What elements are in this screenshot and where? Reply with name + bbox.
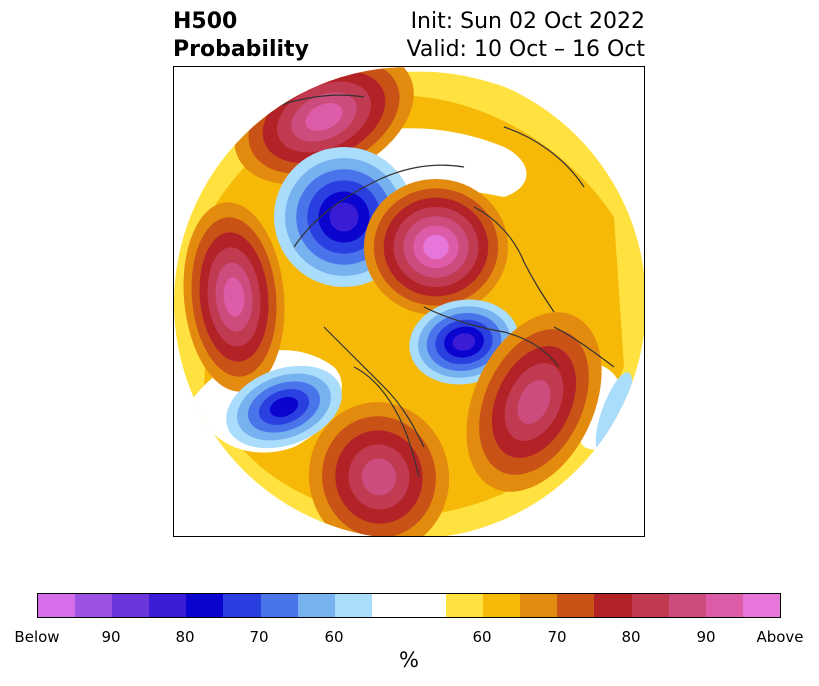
- title-variable: H500: [173, 9, 238, 34]
- coastline: [353, 366, 420, 478]
- colorbar-swatch: [483, 594, 521, 617]
- colorbar-swatch: [520, 594, 558, 617]
- colorbar-swatch: [38, 594, 76, 617]
- colorbar-swatch: [260, 594, 298, 617]
- coastline: [503, 126, 585, 188]
- colorbar-swatch: [297, 594, 335, 617]
- us-high-prob: [361, 458, 397, 496]
- colorbar-swatch: [75, 594, 113, 617]
- chart-dates: Init: Sun 02 Oct 2022 Valid: 10 Oct – 16…: [407, 8, 645, 64]
- colorbar-tick-label: Below: [14, 628, 60, 646]
- init-date: Init: Sun 02 Oct 2022: [410, 9, 645, 34]
- chart-title: H500 Probability: [173, 8, 309, 64]
- colorbar-swatch: [186, 594, 224, 617]
- coastline: [273, 94, 365, 108]
- colorbar-tick-label: 90: [696, 628, 716, 646]
- east-siberia-high-prob: [305, 103, 343, 131]
- probability-map: [174, 67, 644, 536]
- pacific-high-prob: [223, 277, 245, 317]
- colorbar-swatch: [594, 594, 632, 617]
- colorbar-swatch: [742, 594, 780, 617]
- colorbar-tick-label: Above: [756, 628, 804, 646]
- coastline: [553, 326, 615, 368]
- alaska-low-prob: [329, 202, 359, 232]
- colorbar-unit-label: %: [399, 648, 419, 672]
- coastline: [293, 164, 465, 248]
- colorbar-swatch: [334, 594, 372, 617]
- east-pacific-low-prob: [269, 396, 299, 418]
- coastline: [423, 306, 560, 368]
- colorbar-swatch: [112, 594, 150, 617]
- colorbar-swatch: [446, 594, 484, 617]
- map-panel: [173, 66, 645, 537]
- colorbar: [37, 593, 781, 618]
- colorbar-swatch: [557, 594, 595, 617]
- colorbar-tick-label: 80: [621, 628, 641, 646]
- east-atlantic-low-patch: [595, 372, 633, 452]
- colorbar-swatch: [668, 594, 706, 617]
- colorbar-tick-label: 70: [547, 628, 567, 646]
- colorbar-swatch: [371, 594, 447, 617]
- greenland-low-prob: [452, 333, 476, 351]
- colorbar-tick-label: 60: [324, 628, 344, 646]
- colorbar-swatch: [705, 594, 743, 617]
- coastline: [473, 206, 555, 313]
- valid-range: Valid: 10 Oct – 16 Oct: [406, 37, 645, 62]
- colorbar-tick-label: 70: [249, 628, 269, 646]
- colorbar-swatch: [149, 594, 187, 617]
- colorbar-tick-label: 90: [101, 628, 121, 646]
- colorbar-swatch: [631, 594, 669, 617]
- pole-high-prob: [423, 234, 449, 260]
- colorbar-swatch: [223, 594, 261, 617]
- colorbar-tick-label: 60: [472, 628, 492, 646]
- coastline: [323, 326, 425, 448]
- title-type: Probability: [173, 37, 309, 62]
- north-atlantic-high-prob: [517, 379, 551, 425]
- colorbar-tick-label: 80: [175, 628, 195, 646]
